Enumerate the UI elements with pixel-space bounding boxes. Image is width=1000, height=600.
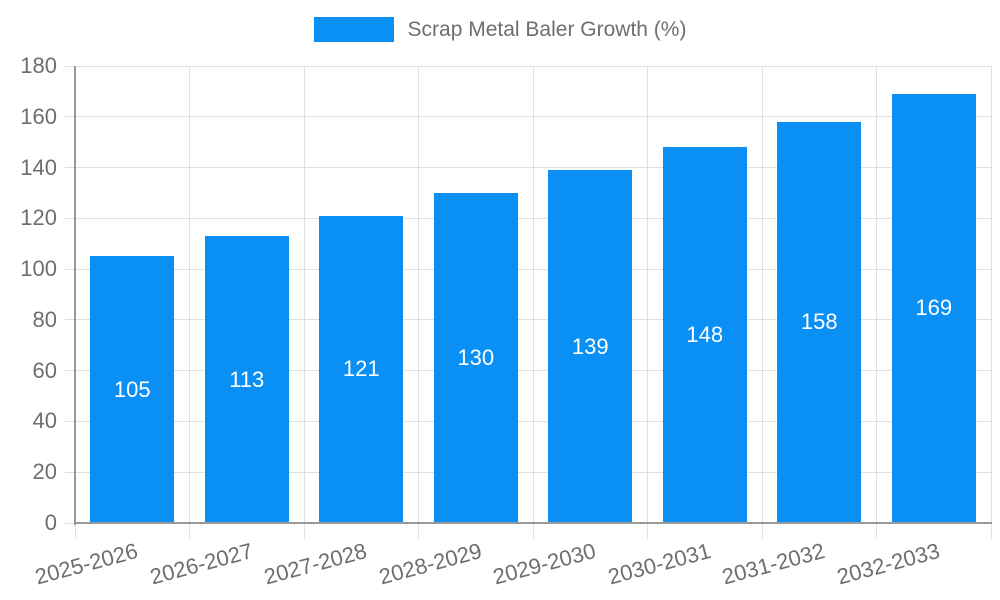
x-tick bbox=[74, 523, 76, 539]
bar[interactable] bbox=[548, 170, 633, 523]
v-gridline bbox=[532, 66, 534, 523]
bar[interactable] bbox=[662, 147, 747, 523]
x-tick bbox=[532, 523, 534, 539]
bar-value-label: 105 bbox=[113, 376, 151, 402]
v-gridline bbox=[418, 66, 419, 523]
x-tick bbox=[418, 523, 419, 539]
v-gridline bbox=[876, 66, 877, 523]
x-tick-label: 2026-2027 bbox=[146, 538, 255, 590]
bar[interactable] bbox=[90, 256, 175, 523]
x-axis-line bbox=[74, 522, 992, 524]
v-gridline bbox=[303, 66, 305, 523]
legend-label: Scrap Metal Baler Growth (%) bbox=[407, 17, 687, 41]
v-gridline bbox=[761, 66, 763, 523]
y-tick-label: 140 bbox=[20, 154, 57, 180]
y-tick-label: 120 bbox=[20, 205, 57, 231]
y-axis-line bbox=[74, 66, 76, 525]
y-tick-label: 160 bbox=[20, 103, 57, 129]
x-tick-label: 2028-2029 bbox=[375, 538, 484, 590]
bar[interactable] bbox=[777, 121, 862, 523]
y-tick bbox=[65, 167, 75, 169]
y-tick bbox=[65, 522, 75, 524]
y-tick bbox=[65, 370, 75, 372]
x-tick-label: 2031-2032 bbox=[719, 538, 828, 590]
x-tick-label: 2030-2031 bbox=[604, 538, 713, 590]
bar-value-label: 121 bbox=[342, 356, 380, 382]
y-tick-label: 180 bbox=[20, 53, 57, 78]
bar[interactable] bbox=[433, 192, 518, 523]
y-tick-label: 100 bbox=[20, 256, 57, 282]
x-tick-label: 2032-2033 bbox=[833, 538, 942, 590]
bar-value-label: 139 bbox=[571, 333, 609, 359]
y-tick-label: 80 bbox=[32, 306, 57, 332]
v-gridline bbox=[647, 66, 648, 523]
y-tick-label: 60 bbox=[32, 357, 57, 383]
v-gridline bbox=[189, 66, 190, 523]
y-tick bbox=[65, 65, 75, 67]
bar-value-label: 113 bbox=[229, 366, 265, 392]
v-gridline bbox=[990, 66, 992, 523]
x-tick-label: 2027-2028 bbox=[261, 538, 370, 590]
bar-value-label: 130 bbox=[457, 344, 495, 370]
x-tick-label: 2029-2030 bbox=[490, 538, 599, 590]
y-tick-label: 0 bbox=[44, 510, 57, 535]
bar[interactable] bbox=[319, 215, 404, 523]
y-tick bbox=[65, 319, 75, 321]
y-tick bbox=[65, 268, 75, 270]
y-tick-label: 20 bbox=[32, 459, 57, 485]
y-tick bbox=[65, 420, 75, 422]
bar[interactable] bbox=[891, 93, 976, 523]
y-tick bbox=[65, 217, 75, 219]
x-tick bbox=[761, 523, 763, 539]
y-tick bbox=[65, 116, 75, 118]
x-tick-label: 2025-2026 bbox=[32, 538, 141, 590]
x-tick bbox=[303, 523, 305, 539]
legend[interactable]: Scrap Metal Baler Growth (%) bbox=[0, 17, 1000, 42]
bar-value-label: 148 bbox=[686, 322, 724, 348]
x-tick bbox=[189, 523, 190, 539]
x-tick bbox=[647, 523, 648, 539]
y-tick bbox=[65, 471, 75, 473]
bar[interactable] bbox=[204, 236, 289, 523]
bar-value-label: 169 bbox=[915, 295, 953, 321]
y-tick-label: 40 bbox=[32, 408, 57, 434]
legend-swatch bbox=[313, 17, 394, 42]
x-tick bbox=[990, 523, 992, 539]
bar-value-label: 158 bbox=[800, 309, 838, 335]
x-tick bbox=[876, 523, 877, 539]
